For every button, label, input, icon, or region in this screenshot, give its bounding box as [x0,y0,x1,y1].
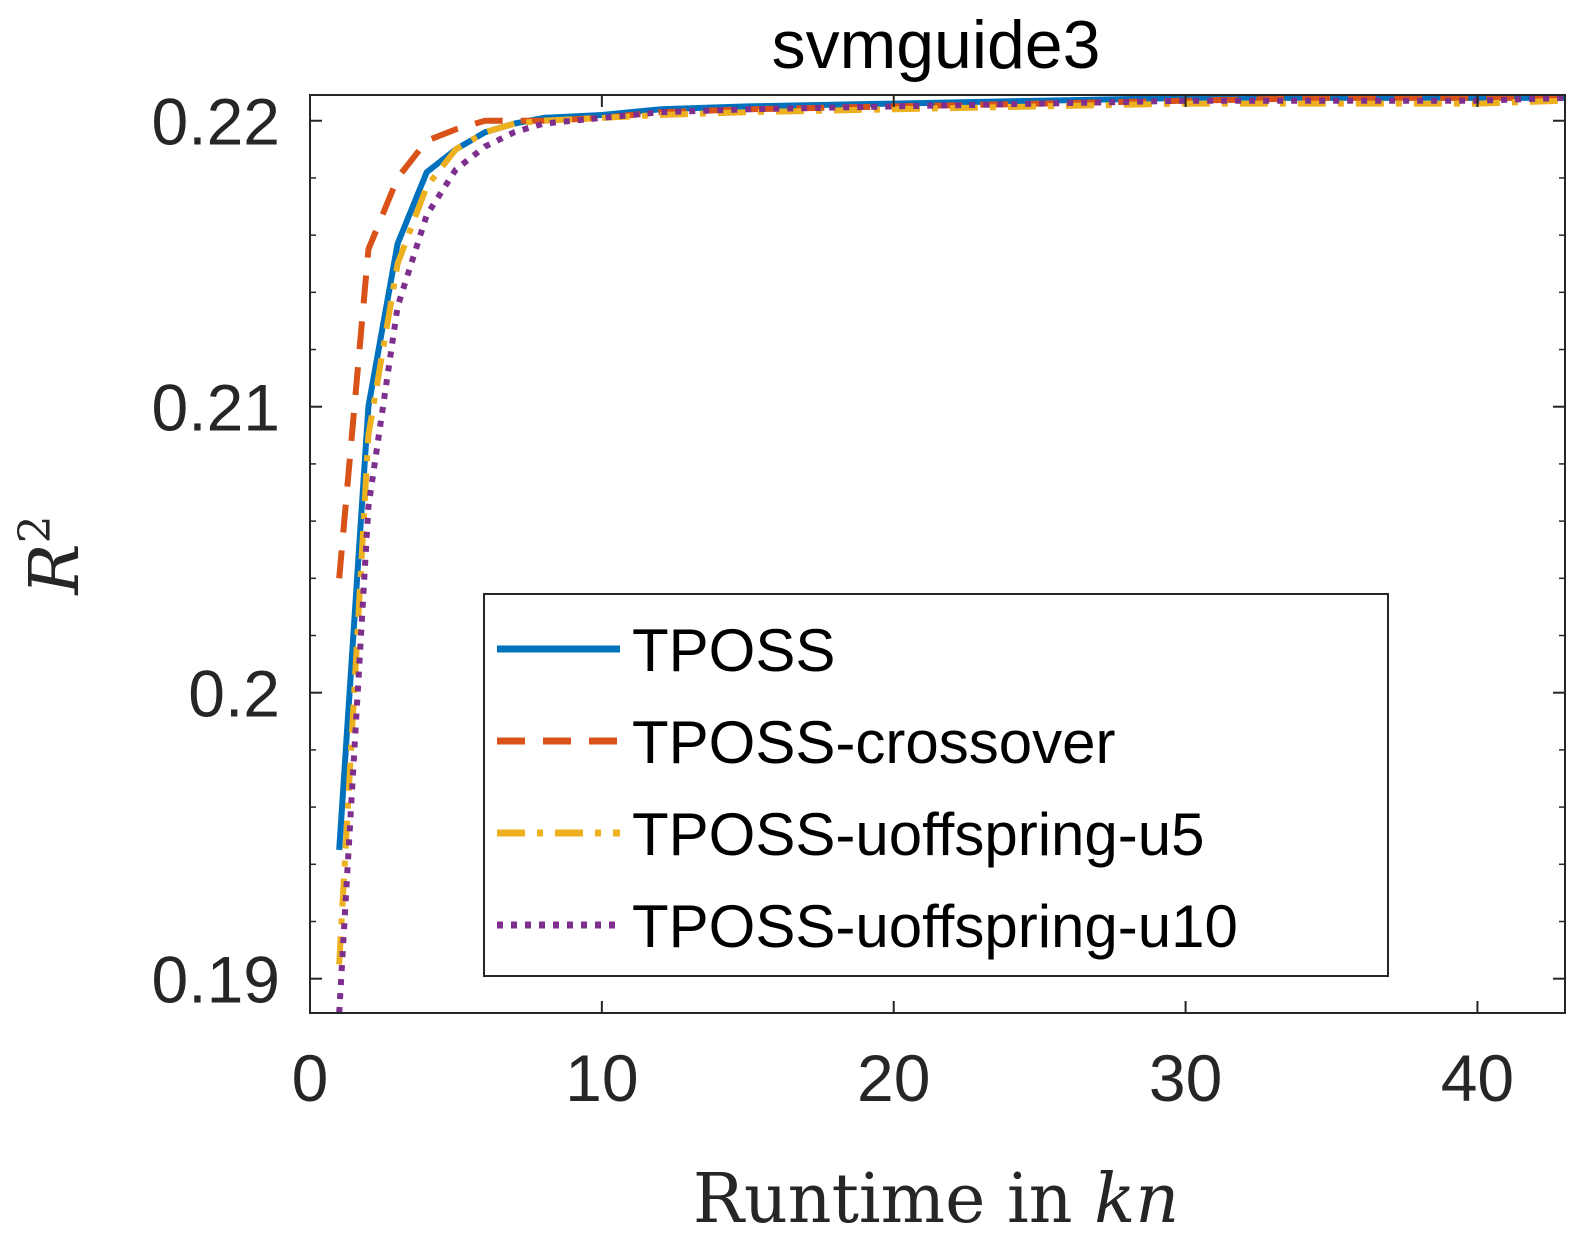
y-axis: 0.19 0.2 0.21 0.22 [152,85,1565,1017]
y-tick-label: 0.19 [152,943,280,1017]
x-axis-label-text: Runtime in [693,1160,1094,1239]
y-tick-label: 0.21 [152,371,280,445]
chart-title: svmguide3 [772,7,1101,83]
y-tick-label: 0.2 [188,657,280,731]
y-axis-label-superscript: 2 [10,515,61,543]
legend-label-1: TPOSS [632,617,835,684]
series-line-3 [336,97,1565,965]
y-tick-label: 0.22 [152,85,280,159]
x-axis: 0 10 20 30 40 [292,95,1514,1115]
svg-text:R2: R2 [10,515,95,596]
x-axis-label: Runtime in kn [693,1160,1179,1239]
y-axis-label: R2 [10,515,95,596]
series-layer [336,95,1565,1013]
x-tick-label: 30 [1149,1041,1222,1115]
legend-label-2: TPOSS-crossover [632,709,1115,776]
series-line-2 [336,95,1565,579]
x-tick-label: 0 [292,1041,329,1115]
x-tick-label: 20 [857,1041,930,1115]
legend-label-4: TPOSS-uoffspring-u10 [632,893,1238,960]
x-tick-label: 40 [1441,1041,1514,1115]
y-axis-label-base: R [16,543,95,596]
legend-label-3: TPOSS-uoffspring-u5 [632,801,1205,868]
x-tick-label: 10 [565,1041,638,1115]
legend: TPOSS TPOSS-crossover TPOSS-uoffspring-u5 T… [483,593,1389,977]
series-line-4 [336,95,1565,1013]
legend-box [483,593,1389,977]
x-axis-label-math: kn [1094,1160,1179,1239]
plot-frame [309,94,1566,1014]
